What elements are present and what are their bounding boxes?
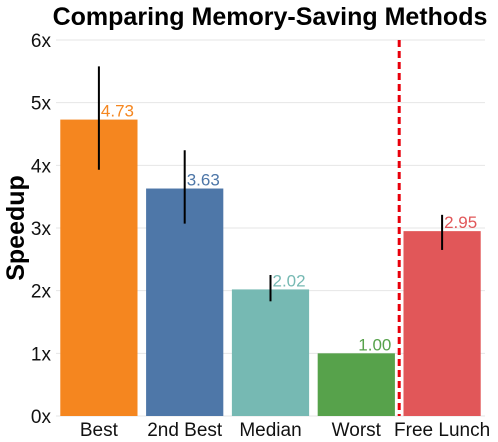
value-label: 3.63 — [187, 171, 220, 190]
value-label: 4.73 — [101, 102, 134, 121]
value-label: 1.00 — [358, 335, 391, 354]
x-axis-ticks: Best 2nd Best Median Worst Free Lunch — [80, 420, 490, 441]
y-tick-label: 5x — [31, 94, 52, 115]
y-axis-ticks: 0x 1x 2x 3x 4x 5x 6x — [31, 31, 52, 428]
x-tick-label: Best — [80, 420, 119, 441]
bar — [317, 353, 395, 416]
x-tick-label: Median — [239, 420, 301, 441]
y-tick-label: 4x — [31, 156, 52, 177]
y-tick-label: 0x — [31, 407, 52, 428]
bars — [60, 119, 481, 416]
y-tick-label: 2x — [31, 282, 52, 303]
y-tick-label: 1x — [31, 344, 52, 365]
x-tick-label: Free Lunch — [394, 420, 490, 441]
value-labels: 4.73 3.63 2.02 1.00 2.95 — [101, 102, 477, 355]
value-label: 2.02 — [273, 271, 306, 290]
bar — [231, 289, 310, 416]
y-tick-label: 6x — [31, 31, 52, 52]
y-tick-label: 3x — [31, 219, 52, 240]
error-bars — [97, 66, 444, 302]
chart-title: Comparing Memory-Saving Methods — [53, 3, 488, 31]
bar — [403, 231, 481, 416]
value-label: 2.95 — [444, 213, 477, 232]
bar — [146, 188, 224, 416]
x-tick-label: 2nd Best — [147, 420, 223, 441]
y-axis-label: Speedup — [2, 175, 30, 281]
x-tick-label: Worst — [332, 420, 382, 441]
